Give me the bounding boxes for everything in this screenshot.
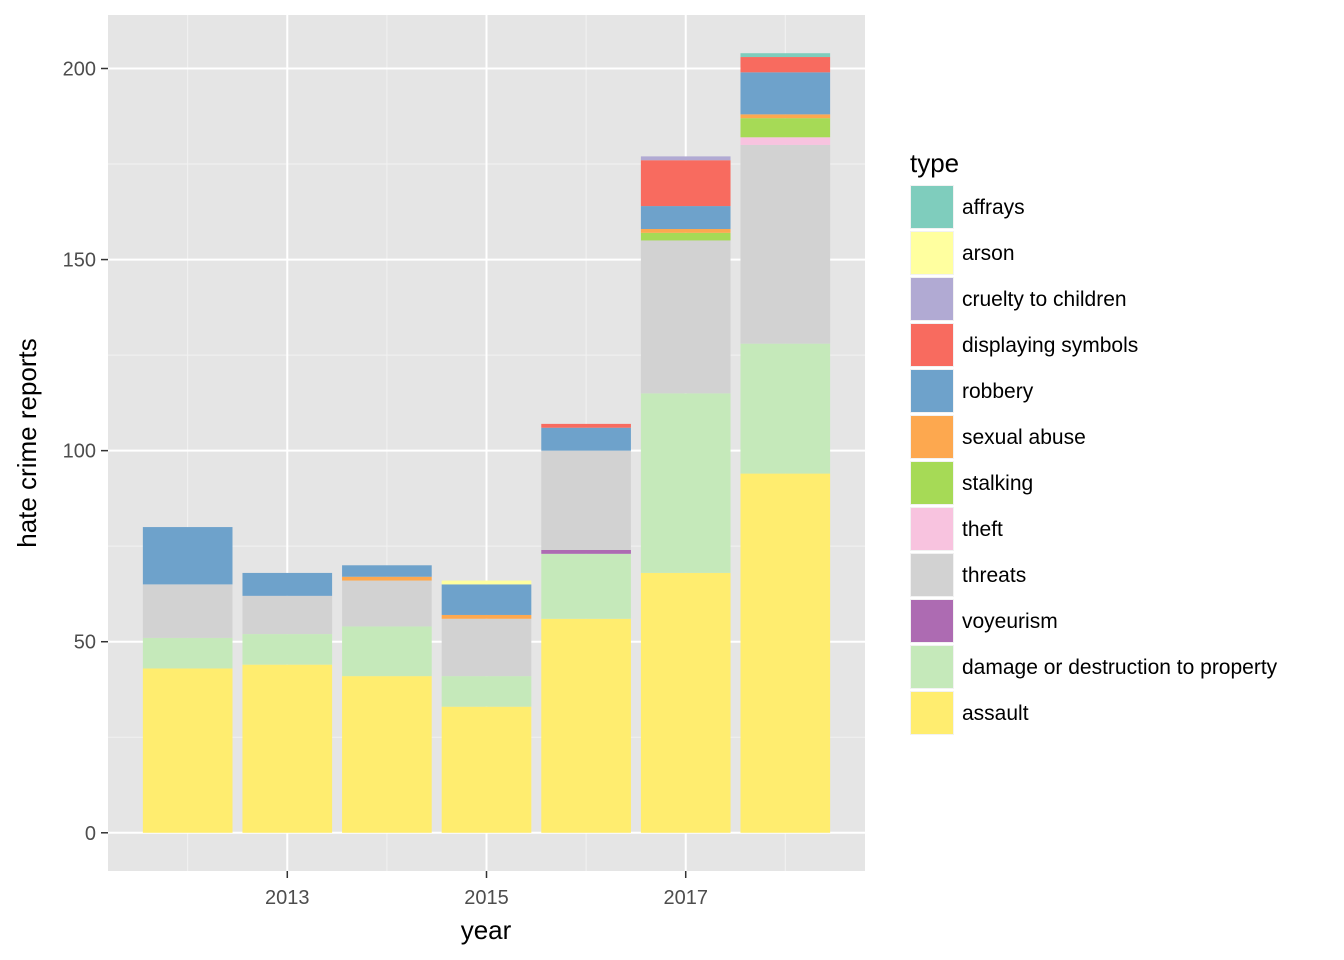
bar-segment-cruelty-to-children-2017 <box>640 156 731 161</box>
legend-key-sexual-abuse <box>911 416 953 458</box>
bar-segment-assault-2016 <box>541 618 631 833</box>
bar-segment-damage-or-destruction-to-property-2014 <box>342 626 432 677</box>
x-axis-title: year <box>461 915 512 945</box>
bar-segment-robbery-2017 <box>640 206 731 229</box>
legend-label: displaying symbols <box>962 334 1138 357</box>
bar-segment-robbery-2015 <box>441 584 532 615</box>
bar-segment-theft-2018 <box>740 137 831 145</box>
bar-segment-arson-2015 <box>441 580 532 585</box>
legend-label: theft <box>962 518 1003 541</box>
bar-segment-robbery-2012 <box>142 527 233 585</box>
y-tick-label: 150 <box>63 250 96 272</box>
bar-segment-threats-2016 <box>541 450 631 550</box>
legend-key-displaying-symbols <box>911 324 953 366</box>
legend-label: threats <box>962 564 1026 587</box>
bars <box>142 53 831 833</box>
bar-segment-damage-or-destruction-to-property-2016 <box>541 553 631 619</box>
legend-key-robbery <box>911 370 953 412</box>
y-axis: 0 50 100 150 200 <box>63 59 108 845</box>
bar-segment-damage-or-destruction-to-property-2013 <box>242 634 333 665</box>
legend-label: assault <box>962 702 1029 725</box>
bar-segment-sexual-abuse-2015 <box>441 614 532 619</box>
bar-segment-robbery-2018 <box>740 72 831 115</box>
bar-segment-threats-2013 <box>242 595 333 635</box>
legend-key-assault <box>911 692 953 734</box>
legend-key-theft <box>911 508 953 550</box>
legend-key-cruelty-to-children <box>911 278 953 320</box>
bar-segment-threats-2017 <box>640 240 731 394</box>
bar-segment-displaying-symbols-2018 <box>740 57 831 73</box>
bar-segment-damage-or-destruction-to-property-2012 <box>142 637 233 669</box>
bar-segment-displaying-symbols-2016 <box>541 423 631 428</box>
bar-segment-threats-2015 <box>441 618 532 677</box>
bar-segment-sexual-abuse-2018 <box>740 114 831 119</box>
legend-key-threats <box>911 554 953 596</box>
bar-segment-assault-2012 <box>142 668 233 833</box>
bar-segment-voyeurism-2016 <box>541 550 631 554</box>
bar-segment-assault-2017 <box>640 572 731 833</box>
y-axis-title: hate crime reports <box>12 338 42 548</box>
bar-segment-displaying-symbols-2017 <box>640 160 731 207</box>
bar-segment-sexual-abuse-2014 <box>342 576 432 581</box>
y-tick-label: 100 <box>63 441 96 463</box>
bar-segment-stalking-2017 <box>640 232 731 241</box>
bar-segment-threats-2018 <box>740 144 831 344</box>
bar-segment-damage-or-destruction-to-property-2015 <box>441 676 532 707</box>
legend-label: voyeurism <box>962 610 1058 633</box>
legend-label: arson <box>962 242 1015 265</box>
bar-segment-assault-2015 <box>441 706 532 833</box>
bar-segment-robbery-2013 <box>242 572 333 596</box>
legend-label: affrays <box>962 196 1025 219</box>
y-tick-label: 200 <box>63 59 96 81</box>
bar-segment-robbery-2016 <box>541 427 631 451</box>
x-tick-label: 2013 <box>265 887 310 909</box>
legend-label: sexual abuse <box>962 426 1086 449</box>
bar-segment-assault-2014 <box>342 676 432 833</box>
bar-segment-stalking-2018 <box>740 118 831 138</box>
legend-key-voyeurism <box>911 600 953 642</box>
legend-key-affrays <box>911 186 953 228</box>
bar-segment-assault-2018 <box>740 473 831 833</box>
y-tick-label: 50 <box>74 632 96 654</box>
bar-segment-affrays-2018 <box>740 53 831 58</box>
legend: type affrays arson cruelty to children disp… <box>910 148 1278 735</box>
bar-segment-assault-2013 <box>242 664 333 833</box>
legend-key-stalking <box>911 462 953 504</box>
x-axis: 2013 2015 2017 <box>265 871 708 909</box>
legend-label: robbery <box>962 380 1034 403</box>
bar-segment-robbery-2014 <box>342 565 432 577</box>
x-tick-label: 2015 <box>464 887 509 909</box>
bar-segment-threats-2014 <box>342 580 432 627</box>
legend-key-arson <box>911 232 953 274</box>
bar-segment-threats-2012 <box>142 584 233 638</box>
bar-segment-damage-or-destruction-to-property-2018 <box>740 343 831 474</box>
legend-label: stalking <box>962 472 1033 495</box>
bar-segment-sexual-abuse-2017 <box>640 229 731 233</box>
y-tick-label: 0 <box>85 823 96 845</box>
bar-segment-damage-or-destruction-to-property-2017 <box>640 393 731 573</box>
legend-label: damage or destruction to property <box>962 656 1278 679</box>
legend-label: cruelty to children <box>962 288 1127 311</box>
legend-title: type <box>910 148 959 178</box>
x-tick-label: 2017 <box>663 887 708 909</box>
legend-key-damage-or-destruction-to-property <box>911 646 953 688</box>
